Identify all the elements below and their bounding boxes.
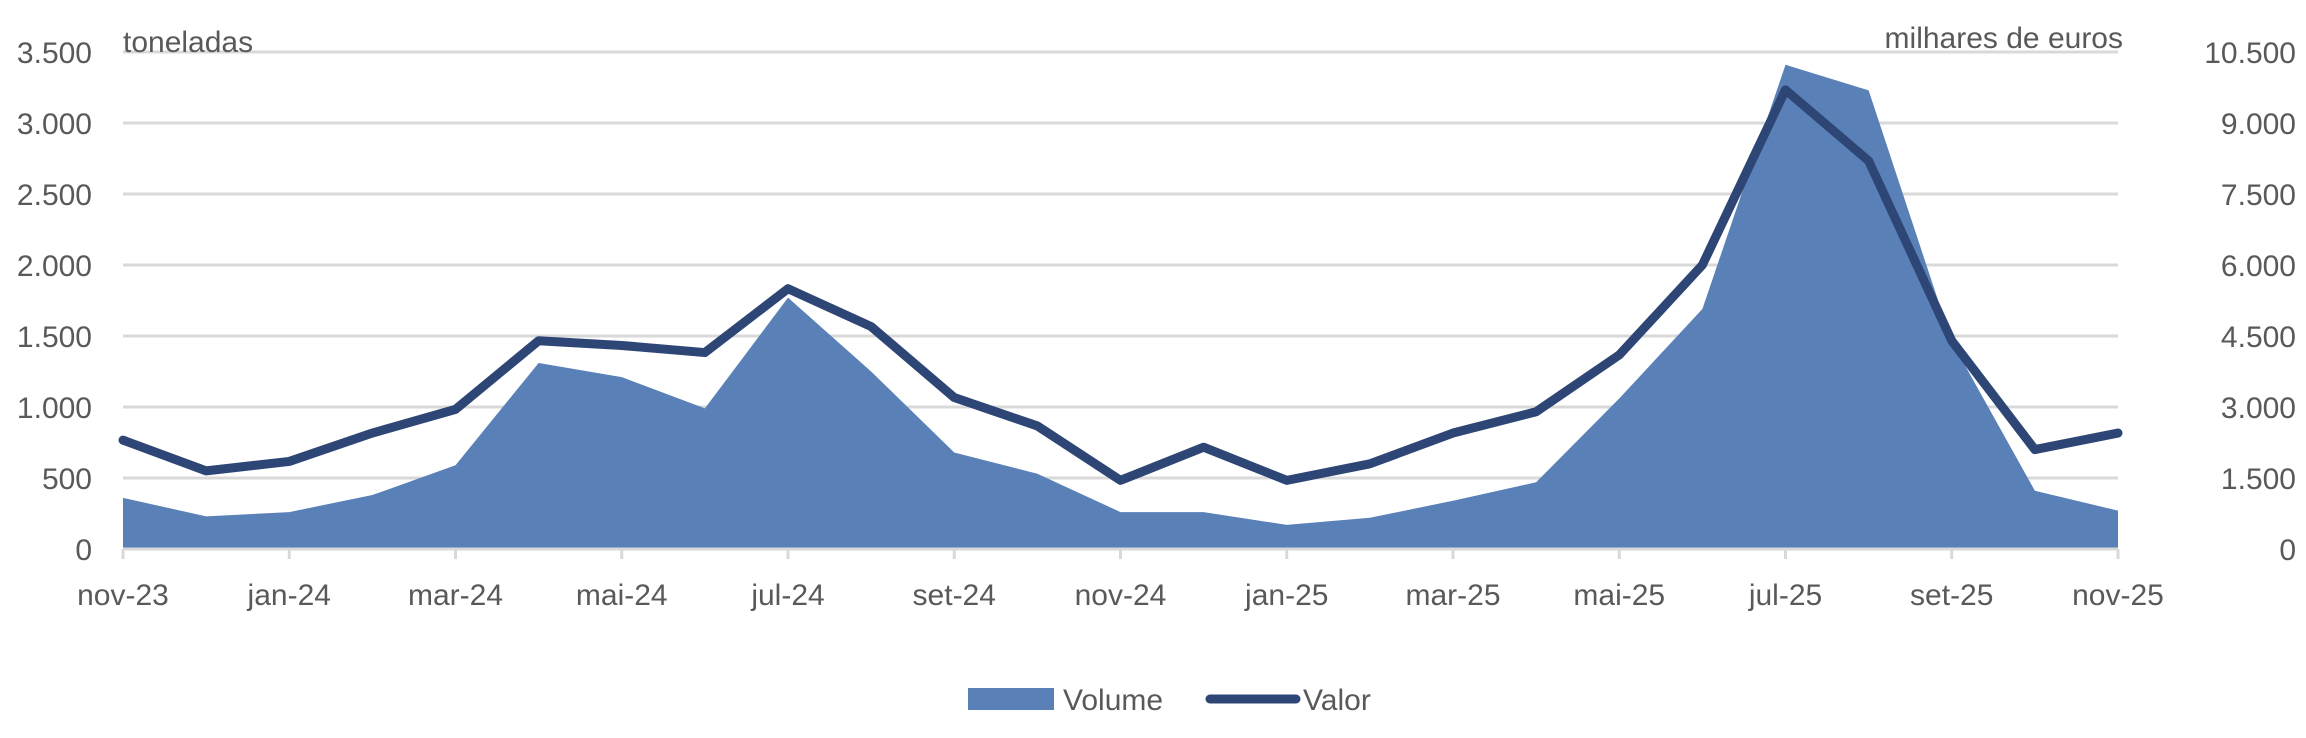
x-tick-label: mar-24 <box>408 579 503 612</box>
right-tick-label: 3.000 <box>2221 392 2296 425</box>
right-tick-label: 9.000 <box>2221 108 2296 141</box>
legend: Volume Valor <box>968 684 1371 717</box>
right-tick-label: 7.500 <box>2221 179 2296 212</box>
x-tick-label: nov-23 <box>77 579 169 612</box>
valor-line-layer <box>118 85 2123 485</box>
x-axis-ticks: nov-23 jan-24 mar-24 mai-24 jul-24 set-24 nov-… <box>77 579 2164 612</box>
x-tick-label: nov-25 <box>2072 579 2164 612</box>
x-tick-label: mai-25 <box>1573 579 1665 612</box>
x-tick-label: mai-24 <box>576 579 668 612</box>
x-tick-label: set-25 <box>1910 579 1993 612</box>
left-tick-label: 1.000 <box>17 392 92 425</box>
right-tick-label: 10.500 <box>2204 37 2296 70</box>
x-tick-label: jan-25 <box>1244 579 1328 612</box>
volume-area <box>123 64 2118 549</box>
right-tick-label: 0 <box>2279 534 2296 567</box>
left-tick-label: 500 <box>42 463 92 496</box>
x-tick-label: jan-24 <box>247 579 331 612</box>
axes <box>121 547 2120 559</box>
left-tick-label: 1.500 <box>17 321 92 354</box>
left-tick-label: 3.000 <box>17 108 92 141</box>
right-tick-label: 1.500 <box>2221 463 2296 496</box>
x-tick-label: mar-25 <box>1405 579 1500 612</box>
right-axis-label: milhares de euros <box>1885 22 2123 55</box>
left-tick-label: 2.000 <box>17 250 92 283</box>
legend-volume-swatch <box>968 688 1054 710</box>
x-tick-label: jul-25 <box>1748 579 1822 612</box>
left-axis-label: toneladas <box>123 26 253 59</box>
legend-volume-label: Volume <box>1063 684 1163 717</box>
left-axis-ticks: 0 500 1.000 1.500 2.000 2.500 3.000 3.500 <box>17 37 92 567</box>
right-axis-ticks: 0 1.500 3.000 4.500 6.000 7.500 9.000 10.500 <box>2204 37 2296 567</box>
left-tick-label: 2.500 <box>17 179 92 212</box>
left-tick-label: 3.500 <box>17 37 92 70</box>
right-tick-label: 4.500 <box>2221 321 2296 354</box>
right-tick-label: 6.000 <box>2221 250 2296 283</box>
x-tick-label: jul-24 <box>750 579 824 612</box>
left-tick-label: 0 <box>75 534 92 567</box>
x-tick-label: set-24 <box>913 579 996 612</box>
volume-area-layer <box>123 64 2118 549</box>
valor-line <box>118 85 2123 485</box>
legend-valor-label: Valor <box>1303 684 1371 717</box>
x-tick-label: nov-24 <box>1075 579 1167 612</box>
